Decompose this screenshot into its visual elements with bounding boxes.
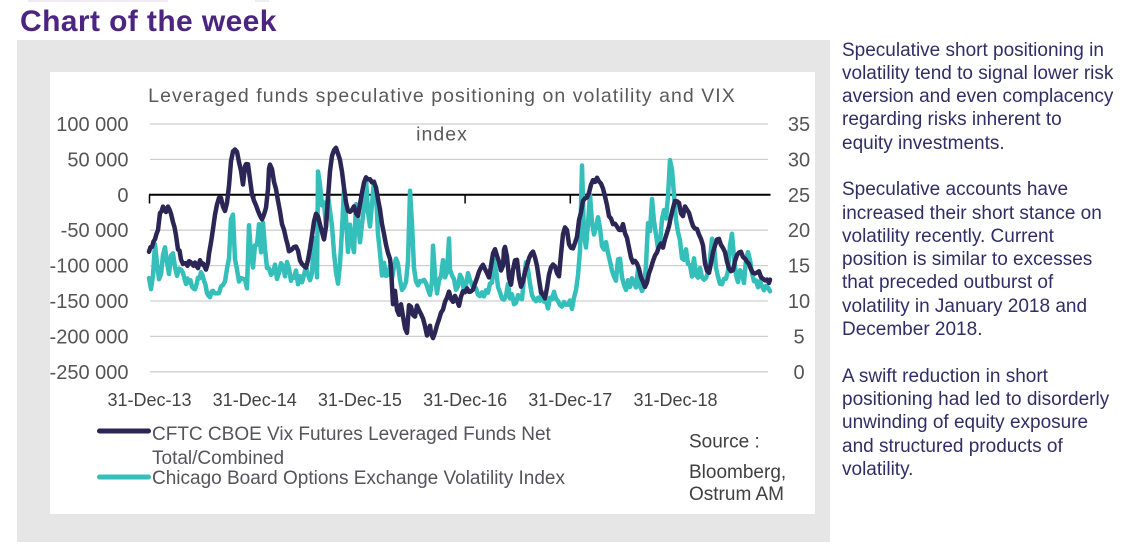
svg-text:-100 000: -100 000 (50, 256, 129, 278)
svg-text:20: 20 (788, 220, 810, 242)
svg-text:5: 5 (793, 326, 804, 348)
svg-text:Total/Combined: Total/Combined (152, 448, 284, 469)
svg-text:31-Dec-14: 31-Dec-14 (213, 390, 297, 410)
svg-text:-250 000: -250 000 (50, 362, 129, 384)
svg-text:35: 35 (788, 114, 810, 136)
svg-text:0: 0 (793, 362, 804, 384)
svg-text:-50 000: -50 000 (61, 220, 129, 242)
svg-text:15: 15 (788, 256, 810, 278)
svg-text:Source :: Source : (689, 432, 760, 453)
svg-text:10: 10 (788, 291, 810, 313)
svg-text:100 000: 100 000 (56, 114, 128, 136)
svg-text:Leveraged funds speculative po: Leveraged funds speculative positioning … (148, 85, 736, 107)
svg-text:-200 000: -200 000 (50, 326, 129, 348)
svg-text:Chicago Board Options Exchange: Chicago Board Options Exchange Volatilit… (152, 468, 565, 489)
svg-text:Bloomberg,: Bloomberg, (689, 462, 786, 483)
svg-text:index: index (416, 124, 468, 146)
svg-text:31-Dec-16: 31-Dec-16 (423, 390, 507, 410)
svg-text:31-Dec-13: 31-Dec-13 (107, 390, 191, 410)
svg-text:31-Dec-15: 31-Dec-15 (318, 390, 402, 410)
svg-text:31-Dec-17: 31-Dec-17 (528, 390, 612, 410)
svg-text:0: 0 (117, 185, 128, 207)
svg-text:Ostrum AM: Ostrum AM (689, 484, 784, 505)
svg-text:50 000: 50 000 (67, 149, 128, 171)
svg-text:30: 30 (788, 149, 810, 171)
svg-text:-150 000: -150 000 (50, 291, 129, 313)
svg-text:31-Dec-18: 31-Dec-18 (633, 390, 717, 410)
svg-text:CFTC CBOE Vix Futures Leverage: CFTC CBOE Vix Futures Leveraged Funds Ne… (152, 424, 552, 445)
svg-text:25: 25 (788, 185, 810, 207)
